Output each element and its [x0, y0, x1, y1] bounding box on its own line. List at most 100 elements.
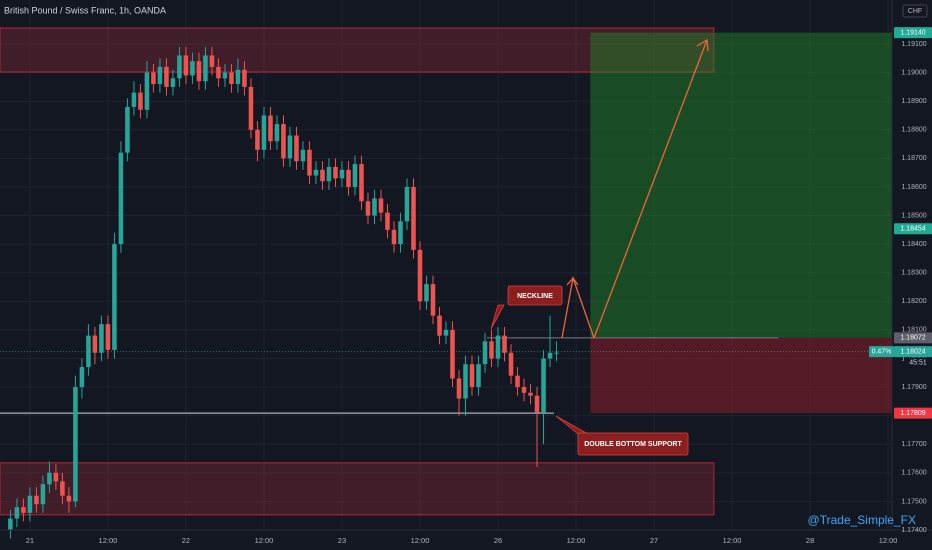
candle-body	[183, 55, 189, 76]
candle-body	[53, 472, 59, 482]
candle-body	[404, 186, 410, 222]
candle-body	[157, 66, 163, 85]
candle-body	[190, 61, 195, 76]
candle-body	[547, 352, 553, 359]
candle-body	[495, 335, 501, 359]
candle-body	[216, 66, 221, 79]
y-tick-label: 1.18800	[901, 127, 926, 134]
countdown-tag	[904, 357, 932, 368]
x-tick-label: 12:00	[411, 536, 430, 545]
current-price-label: 1.18024	[900, 348, 925, 355]
x-tick-label: 27	[650, 536, 658, 545]
candle-body	[73, 387, 78, 502]
price-tag-label: 1.19140	[900, 29, 925, 36]
profit-zone	[590, 32, 892, 338]
price-tag	[894, 407, 932, 419]
y-tick-label: 1.17500	[901, 498, 926, 505]
candle-body	[372, 198, 377, 216]
candle-body	[521, 387, 527, 393]
zone	[0, 462, 715, 516]
candle-body	[151, 72, 156, 85]
arrow-head	[696, 38, 709, 52]
candle-body	[450, 329, 455, 379]
y-tick-label: 1.18900	[901, 98, 926, 105]
price-tag	[894, 27, 932, 39]
candle-body	[274, 124, 280, 142]
candle-body	[359, 164, 364, 202]
candle-body	[424, 284, 429, 302]
x-tick-label: 12:00	[723, 536, 742, 545]
x-tick-label: 12:00	[255, 536, 274, 545]
candle-body	[242, 69, 247, 87]
candle-body	[79, 367, 85, 388]
candle-body	[170, 78, 176, 87]
currency-box	[902, 4, 928, 18]
candle-body	[300, 149, 306, 162]
axis-layer: 1.174001.175001.176001.177001.178001.179…	[26, 27, 932, 545]
x-tick-label: 22	[182, 536, 190, 545]
candle-body	[21, 507, 26, 513]
y-tick-label: 1.18300	[901, 270, 926, 277]
y-tick-label: 1.18200	[901, 298, 926, 305]
candle-body	[287, 135, 293, 159]
candle-body	[443, 329, 449, 336]
candle-body	[235, 69, 241, 85]
candle-body	[281, 124, 286, 159]
candle-body	[346, 169, 351, 187]
candle-body	[508, 352, 514, 376]
candle-body	[144, 72, 150, 110]
price-tag-label: 1.18072	[900, 335, 925, 342]
y-tick-label: 1.17600	[901, 470, 926, 477]
y-tick-label: 1.18700	[901, 155, 926, 162]
candle-body	[333, 166, 338, 179]
candle-body	[125, 106, 130, 153]
x-tick-label: 12:00	[567, 536, 586, 545]
y-tick-label: 1.19000	[901, 69, 926, 76]
y-tick-label: 1.17900	[901, 384, 926, 391]
candle-body	[515, 375, 520, 388]
candle-body	[463, 364, 468, 399]
candle-body	[27, 495, 33, 513]
candle-body	[112, 244, 117, 350]
candle-body	[528, 392, 533, 396]
y-tick-label: 1.18100	[901, 327, 926, 334]
price-tag	[894, 223, 932, 235]
change-label: 0.47%	[872, 348, 892, 355]
candle-body	[196, 61, 202, 82]
candle-body	[482, 341, 488, 365]
candle-body	[417, 249, 423, 302]
candle-body	[352, 164, 358, 187]
price-tag-label: 1.17809	[900, 410, 925, 417]
candle-body	[320, 169, 325, 182]
annotation: NECKLINE	[517, 293, 553, 300]
candles	[8, 46, 559, 539]
candle-body	[40, 484, 46, 505]
candle-body	[261, 115, 267, 150]
currency: CHF	[908, 8, 922, 15]
neckline-callout: NECKLINE	[490, 285, 563, 330]
candle-body	[118, 152, 124, 245]
candle-body	[209, 55, 215, 67]
candle-body	[86, 335, 91, 368]
candle-body	[476, 364, 481, 388]
arrow-head	[566, 276, 579, 286]
candle-body	[411, 186, 416, 250]
x-tick-label: 21	[26, 536, 34, 545]
countdown-label: 45:51	[909, 359, 927, 366]
price-tag-label: 1.18454	[900, 226, 925, 233]
chart-title: British Pound / Swiss Franc, 1h, OANDA	[4, 5, 166, 15]
candle-body	[222, 72, 228, 79]
change-tag	[869, 346, 894, 358]
candle-body	[131, 92, 137, 107]
candle-body	[8, 518, 13, 530]
candle-body	[430, 284, 436, 316]
candle-body	[307, 149, 312, 176]
candle-body	[456, 378, 462, 399]
callout-box	[507, 285, 563, 306]
x-tick-label: 26	[494, 536, 502, 545]
candle-body	[469, 364, 475, 388]
candle-body	[229, 72, 234, 85]
candle-body	[34, 495, 39, 505]
